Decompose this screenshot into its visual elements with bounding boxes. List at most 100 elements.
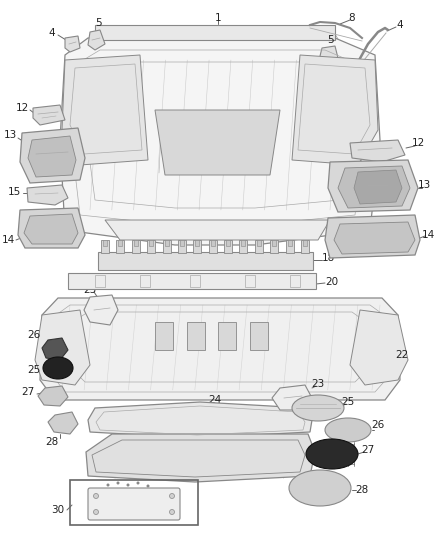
Ellipse shape [289, 470, 351, 506]
Circle shape [127, 483, 130, 487]
Text: 18: 18 [321, 253, 335, 263]
Text: 15: 15 [7, 187, 21, 197]
Polygon shape [155, 110, 280, 175]
Text: 29: 29 [308, 457, 321, 467]
Bar [270, 240, 278, 253]
Text: 14: 14 [1, 235, 14, 245]
Polygon shape [86, 434, 315, 482]
Bar [257, 240, 261, 246]
Bar [134, 240, 138, 246]
Polygon shape [84, 295, 118, 325]
Bar [211, 240, 215, 246]
Circle shape [170, 494, 174, 498]
Bar [301, 240, 309, 253]
FancyBboxPatch shape [88, 488, 180, 520]
Text: 27: 27 [21, 387, 35, 397]
Bar [178, 240, 186, 253]
Circle shape [93, 494, 99, 498]
Polygon shape [350, 310, 408, 385]
Bar [117, 240, 124, 253]
Bar [118, 240, 122, 246]
Ellipse shape [325, 418, 371, 442]
Bar [162, 240, 170, 253]
Bar [98, 252, 313, 270]
Text: 26: 26 [27, 330, 41, 340]
Polygon shape [18, 208, 85, 248]
Text: 13: 13 [4, 130, 17, 140]
Text: 20: 20 [325, 277, 339, 287]
Polygon shape [334, 222, 415, 254]
Circle shape [93, 510, 99, 514]
Bar [218, 322, 237, 350]
Text: 13: 13 [417, 180, 431, 190]
Bar [68, 273, 316, 289]
Polygon shape [292, 55, 378, 165]
Bar [272, 240, 276, 246]
Polygon shape [33, 105, 65, 125]
Circle shape [117, 481, 120, 484]
Bar [101, 240, 109, 253]
Text: 5: 5 [327, 35, 333, 45]
Bar [250, 322, 268, 350]
Text: 8: 8 [349, 13, 355, 23]
Text: 12: 12 [411, 138, 424, 148]
Bar [165, 240, 169, 246]
Text: 4: 4 [49, 28, 55, 38]
Circle shape [170, 510, 174, 514]
Text: 25: 25 [27, 365, 41, 375]
Bar [147, 240, 155, 253]
Text: 1: 1 [215, 13, 221, 23]
Bar [224, 240, 232, 253]
Polygon shape [88, 30, 105, 50]
Polygon shape [40, 298, 400, 400]
Polygon shape [88, 402, 312, 438]
Polygon shape [24, 214, 78, 244]
Bar [290, 275, 300, 287]
Bar [286, 240, 293, 253]
Text: 30: 30 [51, 505, 64, 515]
Text: 4: 4 [397, 20, 403, 30]
Polygon shape [20, 128, 85, 183]
Bar [288, 240, 292, 246]
Bar [208, 240, 217, 253]
Polygon shape [338, 166, 410, 208]
Polygon shape [272, 385, 312, 410]
Polygon shape [328, 160, 418, 212]
Bar [187, 322, 205, 350]
Text: 26: 26 [371, 420, 385, 430]
Bar [132, 240, 140, 253]
Bar [140, 275, 150, 287]
Text: 27: 27 [361, 445, 374, 455]
Polygon shape [65, 36, 80, 52]
Text: 12: 12 [15, 103, 28, 113]
Polygon shape [325, 215, 420, 258]
Bar [226, 240, 230, 246]
Polygon shape [105, 220, 330, 240]
Polygon shape [35, 310, 90, 385]
Text: 28: 28 [46, 437, 59, 447]
Text: 28: 28 [355, 485, 369, 495]
Bar [193, 240, 201, 253]
Bar [95, 275, 105, 287]
Ellipse shape [306, 439, 358, 469]
Bar [149, 240, 153, 246]
Text: 25: 25 [341, 397, 355, 407]
Polygon shape [28, 136, 76, 177]
Polygon shape [350, 140, 405, 162]
Polygon shape [27, 185, 68, 205]
Text: 23: 23 [311, 379, 325, 389]
Ellipse shape [43, 357, 73, 379]
Bar [195, 240, 199, 246]
Bar [255, 240, 263, 253]
Polygon shape [320, 46, 338, 62]
Bar [240, 240, 247, 253]
Bar [95, 25, 335, 40]
Polygon shape [38, 386, 68, 406]
Bar [303, 240, 307, 246]
Bar [155, 322, 173, 350]
Circle shape [146, 484, 149, 488]
Text: 5: 5 [95, 18, 101, 28]
Circle shape [137, 481, 139, 484]
Bar [103, 240, 107, 246]
Circle shape [106, 483, 110, 487]
